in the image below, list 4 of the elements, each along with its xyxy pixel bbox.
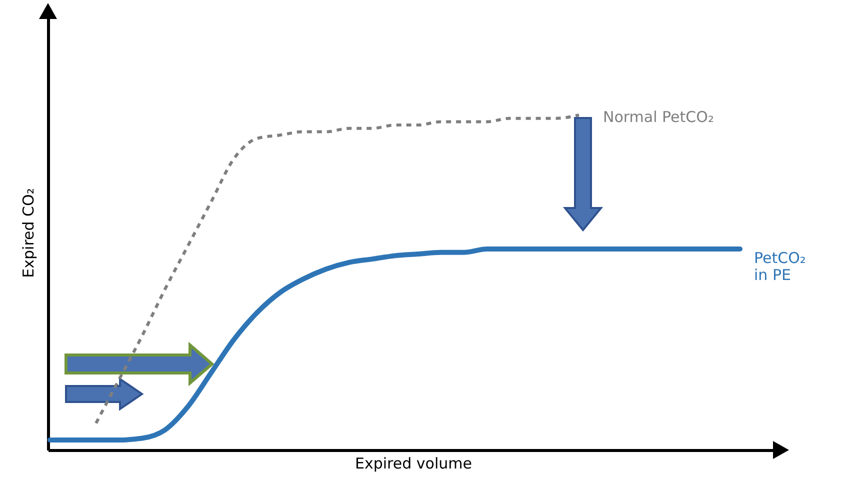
y-axis-title: Expired CO₂ xyxy=(20,188,38,278)
x-axis-title: Expired volume xyxy=(355,454,472,472)
series-label: PetCO₂ in PE xyxy=(754,249,806,284)
series-label: Normal PetCO₂ xyxy=(603,108,714,126)
